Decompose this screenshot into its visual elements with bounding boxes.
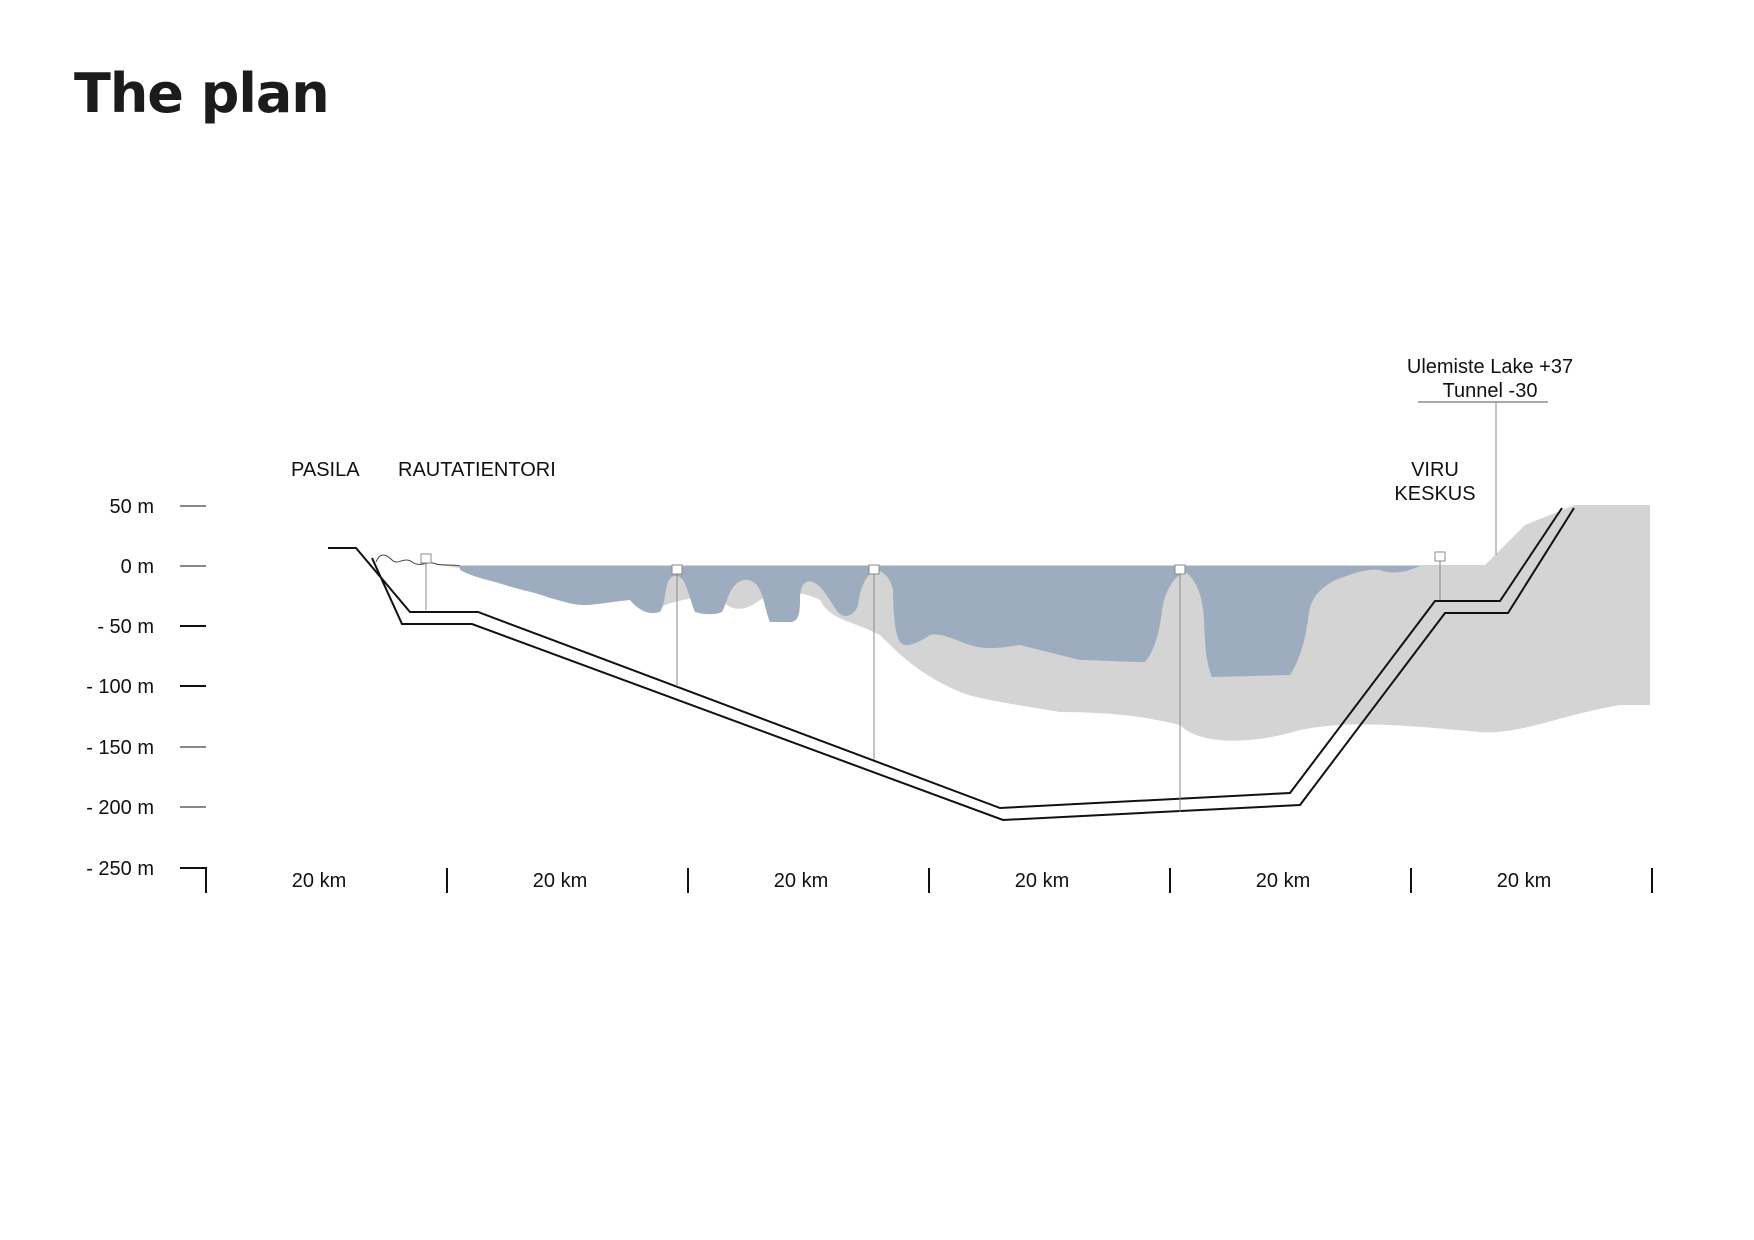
distance-label-2: 20 km [533, 870, 587, 892]
depth-label-minus-50: - 50 m [97, 616, 154, 638]
depth-scale: 50 m 0 m - 50 m - 100 m - 150 m - 200 m … [86, 496, 207, 893]
depth-label-50: 50 m [110, 496, 154, 518]
station-label-rautatientori: RAUTATIENTORI [398, 459, 556, 481]
distance-label-6: 20 km [1497, 870, 1551, 892]
station-label-keskus: KESKUS [1394, 483, 1475, 505]
distance-label-3: 20 km [774, 870, 828, 892]
page-title: The plan [74, 62, 330, 125]
annotation-ulemiste-lake: Ulemiste Lake +37 [1407, 356, 1573, 378]
distance-label-4: 20 km [1015, 870, 1069, 892]
station-label-pasila: PASILA [291, 459, 360, 481]
shoreline-squiggle [375, 554, 461, 567]
station-label-viru: VIRU [1411, 459, 1459, 481]
depth-label-minus-250: - 250 m [86, 858, 154, 880]
depth-label-minus-200: - 200 m [86, 797, 154, 819]
distance-label-1: 20 km [292, 870, 346, 892]
depth-label-minus-150: - 150 m [86, 737, 154, 759]
sea-water [460, 566, 1420, 677]
tunnel-lower-wall [371, 507, 1575, 822]
distance-scale [446, 868, 1653, 893]
distance-label-5: 20 km [1256, 870, 1310, 892]
annotation-tunnel-depth: Tunnel -30 [1443, 380, 1538, 402]
depth-label-0: 0 m [121, 556, 154, 578]
shafts [420, 551, 1446, 812]
depth-label-minus-100: - 100 m [86, 676, 154, 698]
tunnel-upper-wall [328, 507, 1563, 810]
